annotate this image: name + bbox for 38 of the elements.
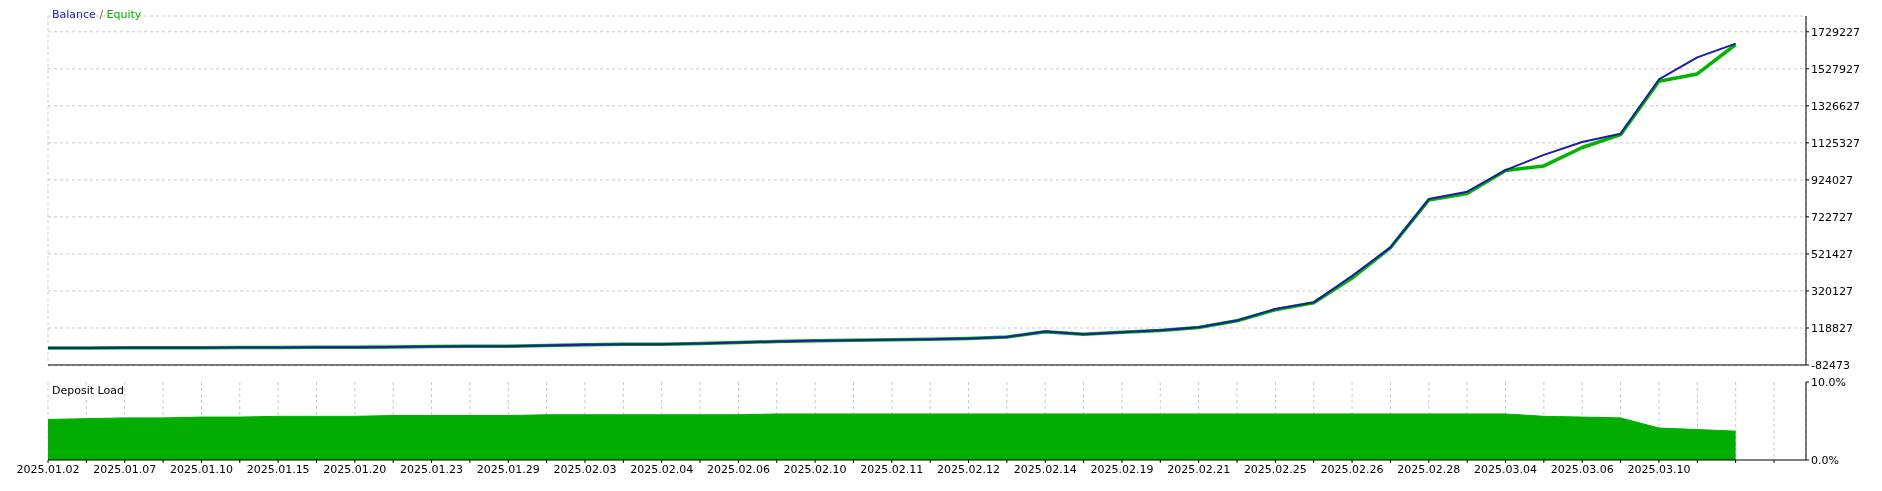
y-tick-label: 10.0% — [1811, 375, 1846, 389]
y-tick-label: 1729227 — [1811, 25, 1860, 39]
y-tick-label: 320127 — [1811, 284, 1853, 298]
text: Equity — [106, 8, 142, 21]
chart-title: Deposit Load — [52, 384, 124, 397]
x-tick-label: 2025.01.29 — [476, 462, 540, 476]
x-tick-label: 2025.02.03 — [553, 462, 617, 476]
x-tick-label: 2025.01.15 — [246, 462, 310, 476]
x-tick-label: 2025.01.02 — [16, 462, 80, 476]
y-tick-label: 1125327 — [1811, 136, 1860, 150]
y-tick-label: 1527927 — [1811, 62, 1860, 76]
x-tick-label: 2025.01.07 — [93, 462, 157, 476]
annotation: / — [98, 8, 105, 21]
x-tick-label: 2025.02.11 — [860, 462, 924, 476]
y-tick-label: 118827 — [1811, 321, 1853, 335]
y-tick-label: 722727 — [1811, 210, 1853, 224]
x-tick-label: 2025.02.14 — [1013, 462, 1077, 476]
x-tick-label: 2025.01.23 — [400, 462, 464, 476]
text: Balance — [52, 8, 96, 21]
y-tick-label: 521427 — [1811, 247, 1853, 261]
x-tick-label: 2025.02.25 — [1243, 462, 1307, 476]
x-tick-label: 2025.02.28 — [1397, 462, 1461, 476]
x-tick-label: 2025.02.10 — [783, 462, 847, 476]
x-tick-label: 2025.02.04 — [630, 462, 694, 476]
y-tick-label: 0.0% — [1811, 453, 1839, 467]
x-tick-label: 2025.03.04 — [1474, 462, 1537, 476]
x-tick-label: 2025.03.06 — [1550, 462, 1614, 476]
x-tick-label: 2025.02.06 — [706, 462, 770, 476]
x-tick-label: 2025.02.21 — [1167, 462, 1231, 476]
y-tick-label: 1326627 — [1811, 99, 1860, 113]
y-tick-label: 924027 — [1811, 173, 1853, 187]
x-tick-label: 2025.01.20 — [323, 462, 387, 476]
x-tick-label: 2025.02.12 — [937, 462, 1001, 476]
y-tick-label: -82473 — [1811, 358, 1850, 372]
x-tick-label: 2025.02.19 — [1090, 462, 1154, 476]
x-tick-label: 2025.03.10 — [1627, 462, 1691, 476]
x-tick-label: 2025.01.10 — [169, 462, 233, 476]
x-tick-label: 2025.02.26 — [1320, 462, 1384, 476]
